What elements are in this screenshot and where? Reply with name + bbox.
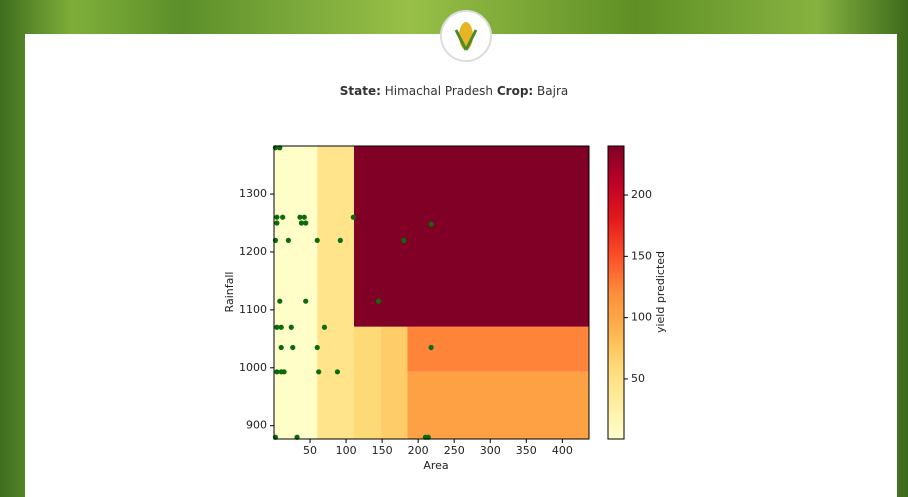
data-point (274, 220, 279, 225)
data-point (303, 220, 308, 225)
data-point (286, 238, 291, 243)
data-point (338, 238, 343, 243)
heat-cell (407, 372, 589, 439)
data-point (303, 299, 308, 304)
colorbar-tick-label: 50 (631, 372, 645, 385)
colorbar-label: yield predicted (654, 251, 667, 333)
heat-cell (381, 327, 408, 439)
data-point (277, 299, 282, 304)
data-point (315, 345, 320, 350)
y-tick-label: 1200 (239, 245, 267, 258)
data-point (279, 345, 284, 350)
colorbar-tick-label: 100 (631, 311, 652, 324)
colorbar (608, 146, 624, 439)
data-point (322, 325, 327, 330)
data-point (315, 238, 320, 243)
data-point (274, 215, 279, 220)
x-tick-label: 200 (408, 444, 429, 457)
data-point (280, 215, 285, 220)
page: State: Himachal Pradesh Crop: Bajra Area… (0, 0, 908, 497)
data-point (316, 369, 321, 374)
y-tick-label: 1000 (239, 361, 267, 374)
x-tick-label: 250 (444, 444, 465, 457)
data-point (281, 369, 286, 374)
y-axis-label: Rainfall (223, 272, 236, 313)
chart: Area Rainfall yield predicted 50 100 150 20… (0, 0, 908, 497)
data-point (279, 325, 284, 330)
heat-cell (317, 146, 354, 439)
x-tick-label: 350 (516, 444, 537, 457)
y-tick-label: 900 (246, 419, 267, 432)
data-point (289, 325, 294, 330)
data-point (376, 299, 381, 304)
y-tick-label: 1300 (239, 187, 267, 200)
colorbar-tick-label: 200 (631, 188, 652, 201)
x-tick-label: 150 (372, 444, 393, 457)
x-tick-label: 300 (480, 444, 501, 457)
heat-cell (407, 327, 589, 372)
data-point (429, 222, 434, 227)
heat-cell (354, 146, 589, 327)
data-point (429, 345, 434, 350)
x-axis-label: Area (423, 459, 448, 472)
data-point (302, 215, 307, 220)
x-tick-label: 100 (336, 444, 357, 457)
data-point (290, 345, 295, 350)
colorbar-tick-label: 150 (631, 249, 652, 262)
data-point (351, 215, 356, 220)
data-point (401, 238, 406, 243)
heat-cell (354, 327, 381, 439)
heat-cell (274, 146, 317, 439)
y-tick-label: 1100 (239, 303, 267, 316)
x-tick-label: 400 (552, 444, 573, 457)
x-tick-label: 50 (303, 444, 317, 457)
data-point (335, 369, 340, 374)
